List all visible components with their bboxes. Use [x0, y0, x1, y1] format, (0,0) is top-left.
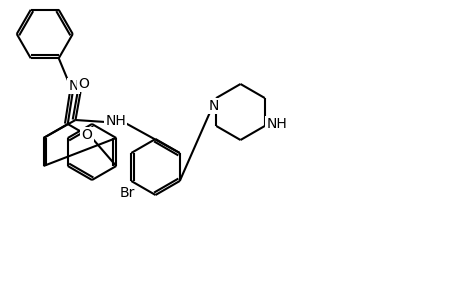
Text: N: N [208, 99, 219, 113]
Text: O: O [78, 77, 89, 91]
Text: NH: NH [266, 117, 286, 131]
Text: O: O [81, 128, 92, 142]
Text: NH: NH [105, 114, 126, 128]
Text: N: N [68, 79, 79, 93]
Text: Br: Br [119, 186, 134, 200]
